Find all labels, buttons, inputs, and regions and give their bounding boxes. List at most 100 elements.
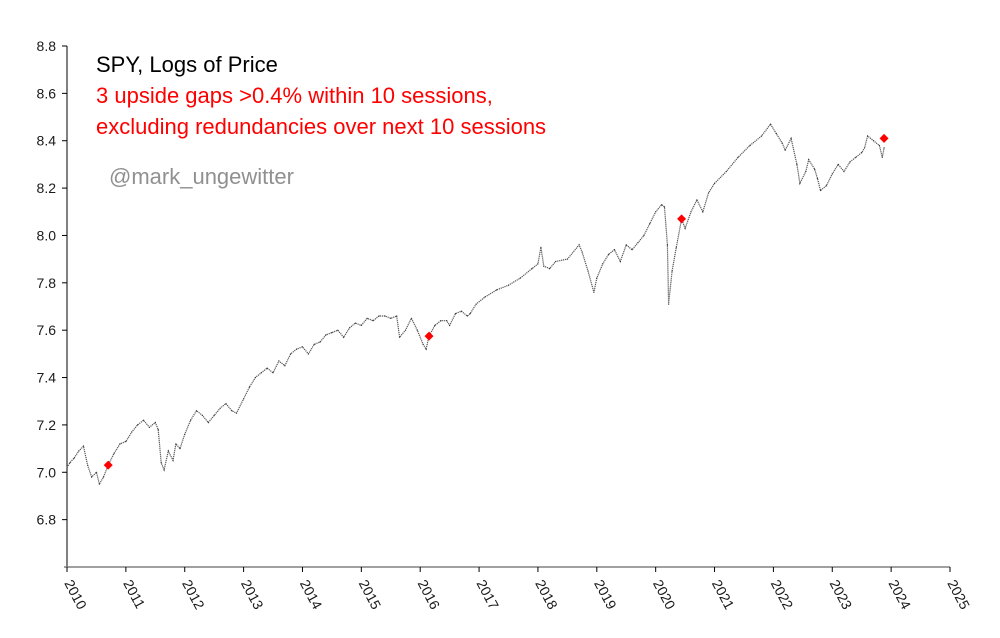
data-point [378, 315, 380, 317]
data-point [119, 443, 121, 445]
data-point [625, 244, 627, 246]
data-point [671, 270, 673, 272]
data-point [816, 178, 819, 180]
data-point [549, 268, 551, 270]
data-point [235, 412, 238, 414]
data-point [469, 313, 471, 315]
x-tick-label: 2023 [827, 577, 856, 612]
signal-marker [103, 460, 113, 470]
data-point [872, 140, 875, 142]
data-point [98, 483, 100, 485]
chart-subtitle-line-2: excluding redundancies over next 10 sess… [96, 114, 547, 139]
y-tick-label: 7.4 [37, 370, 57, 386]
data-point [566, 258, 569, 260]
data-point [349, 327, 351, 329]
data-point [354, 322, 356, 324]
data-point [814, 168, 816, 170]
x-tick-label: 2010 [61, 577, 90, 612]
data-point [596, 277, 598, 279]
data-point [663, 206, 666, 208]
data-point [578, 244, 580, 246]
data-point [449, 324, 451, 326]
data-point [142, 419, 145, 421]
data-point [619, 260, 621, 263]
data-point [608, 253, 610, 255]
chart-subtitle-line-1: 3 upside gaps >0.4% within 10 sessions, [96, 83, 493, 108]
y-tick-label: 6.8 [37, 512, 57, 528]
data-point [399, 336, 401, 338]
data-point [175, 443, 177, 445]
data-point [466, 315, 468, 317]
data-point [587, 270, 589, 272]
data-point [179, 448, 181, 450]
data-point [675, 246, 677, 248]
x-tick-label: 2012 [179, 577, 208, 612]
data-point [878, 144, 881, 147]
data-point [278, 360, 280, 362]
x-tick-label: 2011 [120, 577, 148, 611]
data-point [396, 315, 398, 317]
data-point [440, 320, 442, 322]
data-point [337, 329, 339, 331]
author-handle: @mark_ungewitter [109, 164, 294, 189]
data-point [372, 320, 374, 322]
data-point [390, 317, 392, 319]
x-tick-label: 2022 [768, 577, 797, 612]
data-point [113, 452, 115, 454]
data-point [148, 426, 150, 428]
data-point [690, 211, 692, 213]
signal-marker [424, 331, 434, 341]
x-tick-label: 2021 [709, 577, 738, 612]
data-point [713, 182, 716, 184]
data-point [73, 457, 75, 459]
data-point [91, 476, 93, 478]
data-point [484, 296, 486, 298]
y-tick-label: 7.0 [37, 464, 57, 480]
data-point [519, 277, 521, 279]
data-point [290, 353, 292, 355]
data-point [416, 329, 418, 331]
data-point [602, 263, 604, 265]
data-point [313, 343, 315, 345]
data-point [201, 414, 203, 416]
y-tick-label: 8.2 [37, 180, 57, 196]
data-point [319, 341, 321, 343]
x-tick-label: 2019 [591, 577, 620, 612]
data-point [95, 471, 97, 473]
data-point [410, 317, 412, 319]
data-point [172, 459, 174, 461]
data-point [749, 144, 751, 147]
x-tick-label: 2017 [473, 577, 502, 612]
data-point [225, 403, 227, 405]
data-point [696, 199, 698, 201]
data-point [661, 204, 663, 206]
x-tick-label: 2013 [238, 577, 267, 612]
data-point [655, 211, 657, 213]
data-point [790, 137, 792, 139]
data-point [855, 156, 857, 158]
data-point [272, 372, 274, 374]
y-tick-label: 8.0 [37, 227, 57, 243]
data-point [808, 159, 810, 161]
markers-group [103, 133, 889, 470]
data-point [843, 170, 845, 173]
data-point [137, 424, 139, 426]
data-point [769, 123, 772, 125]
data-point [799, 182, 801, 184]
data-point [102, 476, 105, 478]
data-point [296, 348, 298, 350]
data-point [66, 466, 68, 469]
data-point [725, 170, 727, 173]
data-point [849, 161, 851, 163]
data-point [425, 348, 427, 350]
data-point [243, 398, 245, 400]
y-tick-label: 8.6 [37, 85, 57, 101]
data-point [649, 223, 651, 225]
data-point [819, 189, 822, 192]
data-point [796, 163, 798, 165]
data-point [446, 320, 448, 322]
data-point [867, 135, 869, 137]
signal-marker [879, 133, 889, 143]
data-point [454, 313, 457, 315]
